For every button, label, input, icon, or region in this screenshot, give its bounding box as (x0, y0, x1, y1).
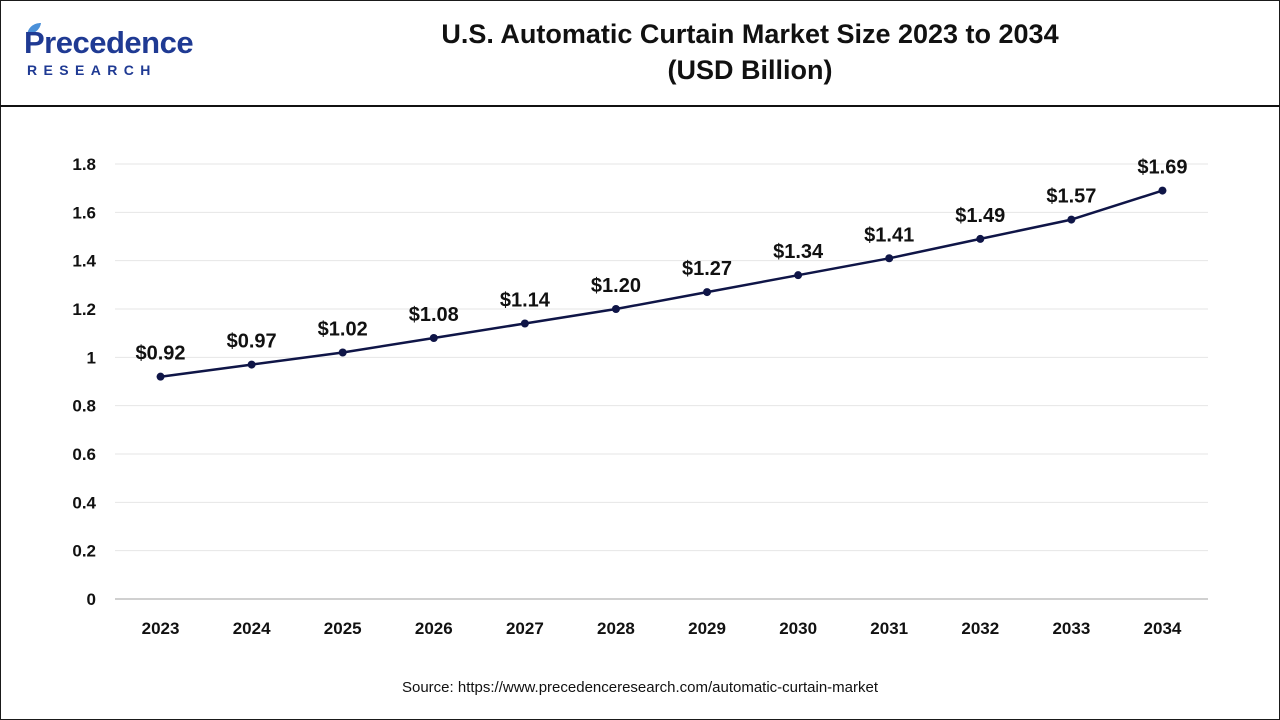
y-tick-label: 0.6 (72, 445, 96, 464)
x-tick-label: 2027 (506, 619, 544, 638)
data-point (429, 334, 438, 342)
y-tick-label: 1.4 (72, 252, 96, 271)
source-note: Source: https://www.precedenceresearch.c… (401, 679, 879, 696)
brand-name: Precedence (24, 25, 194, 60)
data-point (1067, 215, 1076, 224)
y-tick-label: 0 (87, 590, 96, 609)
data-label: $1.34 (773, 241, 824, 263)
y-tick-label: 0.2 (72, 542, 96, 561)
y-tick-label: 1 (87, 348, 96, 367)
data-label: $1.14 (500, 290, 551, 312)
data-label: $1.27 (682, 258, 732, 280)
x-tick-label: 2034 (1144, 619, 1182, 638)
data-point (247, 360, 256, 369)
brand-sub: RESEARCH (27, 62, 157, 78)
line-chart: 00.20.40.60.811.21.41.61.8 2023 2024 2025 2… (72, 155, 1208, 638)
y-tick-label: 0.8 (72, 397, 96, 416)
y-tick-label: 1.8 (72, 155, 96, 174)
x-tick-label: 2024 (233, 619, 271, 638)
series-line (160, 189, 1163, 378)
x-tick-label: 2031 (870, 619, 908, 638)
data-point (520, 319, 529, 328)
x-tick-label: 2026 (415, 619, 453, 638)
y-tick-label: 1.6 (72, 203, 96, 222)
x-tick-label: 2029 (688, 619, 726, 638)
x-tick-label: 2032 (961, 619, 999, 638)
data-label: $1.57 (1046, 186, 1096, 208)
data-label: $1.49 (955, 205, 1005, 227)
x-tick-label: 2030 (779, 619, 817, 638)
data-label: $1.08 (409, 304, 459, 326)
data-point (885, 254, 894, 263)
data-point (156, 372, 165, 381)
x-tick-label: 2028 (597, 619, 635, 638)
data-label: $1.41 (864, 224, 914, 246)
brand-logo: Precedence RESEARCH (24, 23, 224, 86)
data-point (338, 348, 347, 357)
x-axis-ticks: 2023 2024 2025 2026 2027 2028 2029 2030 2031 2032… (142, 619, 1182, 638)
y-tick-label: 0.4 (72, 493, 96, 512)
x-tick-label: 2025 (324, 619, 362, 638)
data-point (703, 288, 712, 297)
data-label: $0.92 (136, 343, 186, 365)
data-point (611, 305, 620, 313)
data-point (976, 234, 985, 243)
data-label: $1.02 (318, 319, 368, 341)
x-tick-label: 2023 (142, 619, 180, 638)
leaf-icon (27, 23, 41, 35)
y-axis-ticks: 0 0.2 0.4 0.6 0.8 1 1.2 1.4 1.6 1.8 (72, 155, 96, 609)
gridlines (115, 163, 1208, 600)
data-label: $0.97 (227, 331, 277, 353)
chart-title-line-1: U.S. Automatic Curtain Market Size 2023 … (441, 19, 1059, 49)
y-tick-label: 1.2 (72, 300, 96, 319)
x-tick-label: 2033 (1052, 619, 1090, 638)
data-point (794, 271, 803, 280)
chart-title: U.S. Automatic Curtain Market Size 2023 … (300, 16, 1200, 88)
data-point (1158, 186, 1167, 195)
data-label: $1.69 (1137, 157, 1187, 179)
chart-title-line-2: (USD Billion) (667, 55, 833, 85)
data-label: $1.20 (591, 275, 641, 297)
header: Precedence RESEARCH U.S. Automatic Curta… (0, 0, 1280, 107)
series-group: $0.92 $0.97 $1.02 $1.08 $1.14 $1.20 $1.27 $1.34… (136, 157, 1187, 381)
